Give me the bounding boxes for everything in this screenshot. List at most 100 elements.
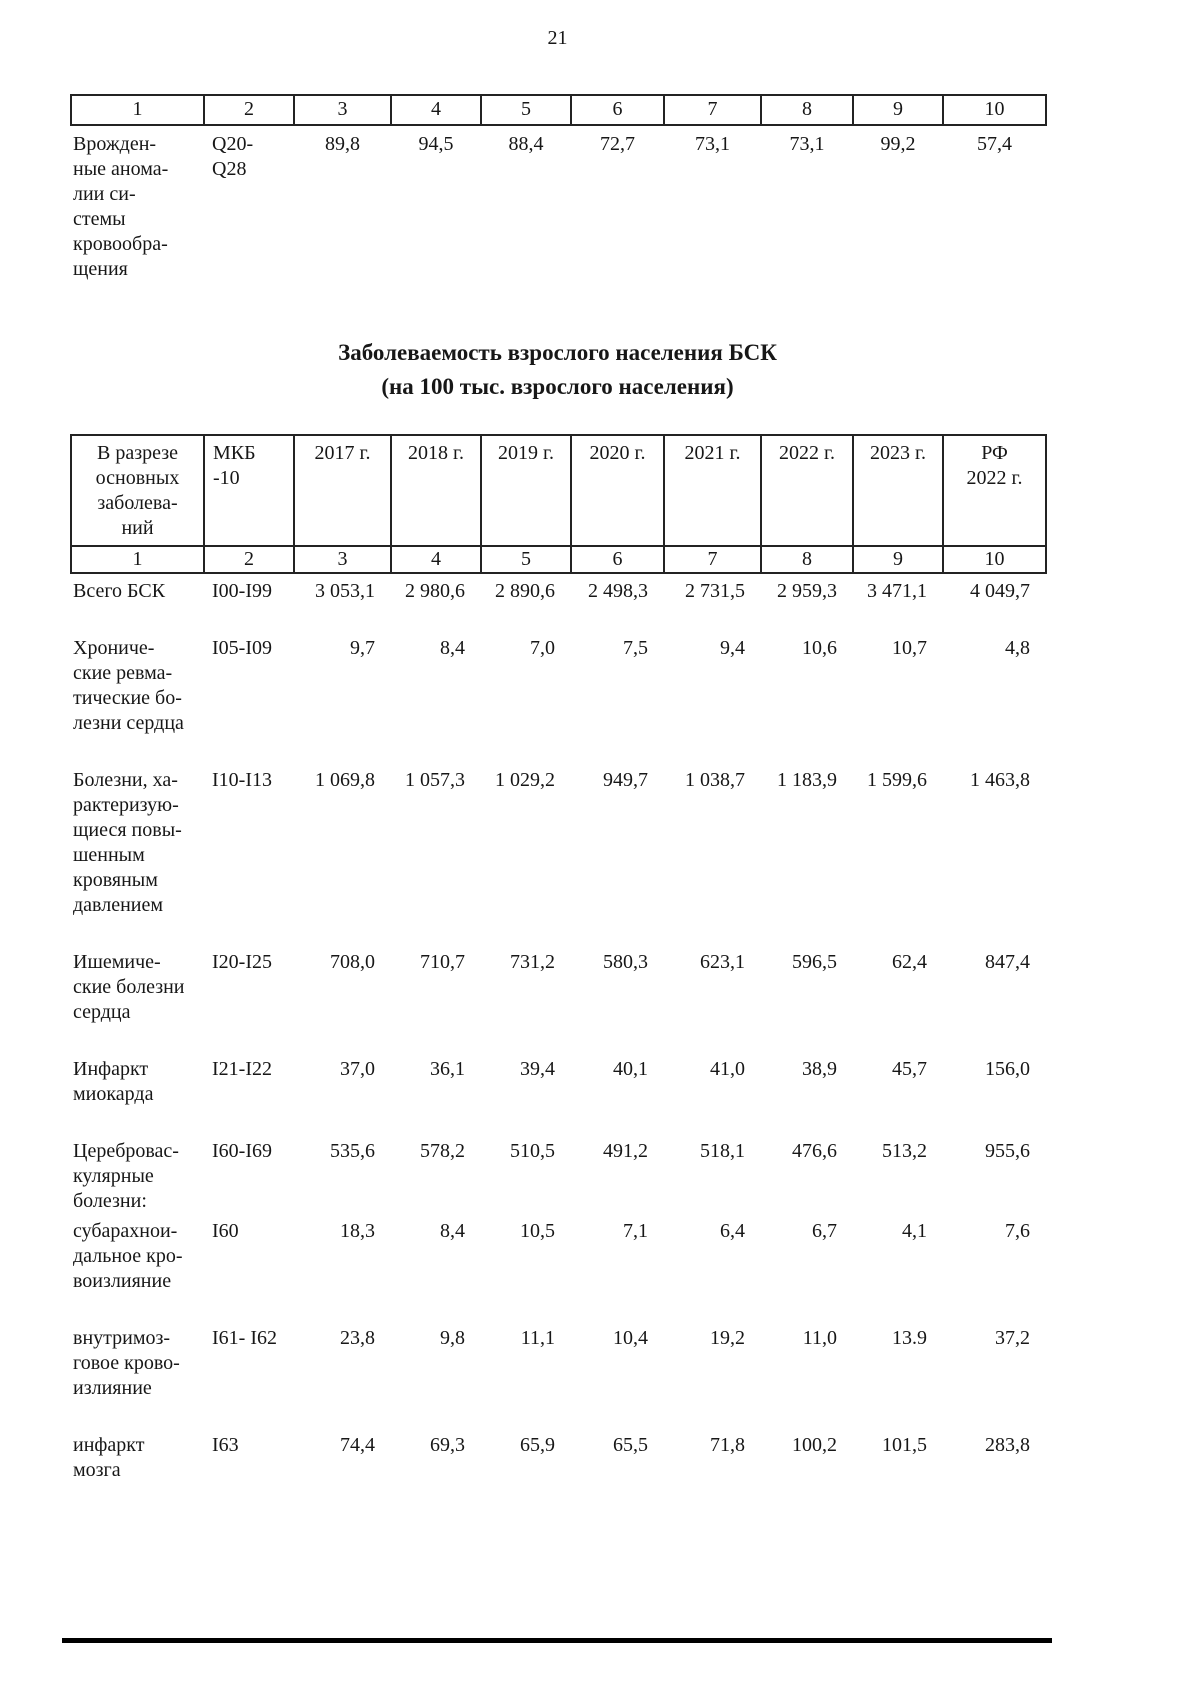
value-cell: 9,8 (440, 1327, 465, 1349)
table-row: Врожден- ные анома- лии си- стемы кровоо… (71, 125, 1046, 282)
disease-name-cell: Инфаркт миокарда (73, 1058, 154, 1105)
value-cell: 65,5 (613, 1434, 648, 1456)
header-year: 2021 г. (663, 434, 762, 547)
icd-code-cell: Q20- Q28 (212, 133, 254, 180)
disease-name-cell: внутримоз- говое крово- излияние (73, 1327, 180, 1399)
value-cell: 9,7 (350, 637, 375, 659)
value-cell: 1 038,7 (685, 769, 745, 791)
icd-code-cell: I21-I22 (212, 1058, 272, 1080)
column-number-row: 1 2 3 4 5 6 7 8 9 10 (70, 545, 1047, 574)
column-number: 6 (570, 545, 665, 574)
value-cell: 37,2 (995, 1327, 1030, 1349)
value-cell: 38,9 (802, 1058, 837, 1080)
value-cell: 74,4 (340, 1434, 375, 1456)
table-row: субарахнои- дальное кро- воизлияние I60 18… (71, 1214, 1046, 1321)
value-cell: 580,3 (603, 951, 648, 973)
value-cell: 19,2 (710, 1327, 745, 1349)
header-diseases: В разрезе основных заболева- ний (70, 434, 205, 547)
value-cell: 73,1 (789, 133, 825, 155)
disease-name-cell: Врожден- ные анома- лии си- стемы кровоо… (73, 133, 169, 280)
value-cell: 101,5 (882, 1434, 927, 1456)
value-cell: 7,6 (1005, 1220, 1030, 1242)
header-year: 2023 г. (852, 434, 944, 547)
value-cell: 8,4 (440, 637, 465, 659)
column-number: 8 (760, 94, 854, 126)
value-cell: 3 471,1 (867, 580, 927, 602)
value-cell: 535,6 (330, 1140, 375, 1162)
table-row: Ишемиче- ские болезни сердца I20-I25 708,0… (71, 945, 1046, 1052)
value-cell: 623,1 (700, 951, 745, 973)
column-number: 2 (203, 545, 295, 574)
column-number: 8 (760, 545, 854, 574)
disease-name-cell: инфаркт мозга (73, 1434, 145, 1481)
column-number: 5 (480, 545, 572, 574)
table-row: Хрониче- ские ревма- тические бо- лезни … (71, 631, 1046, 763)
value-cell: 57,4 (977, 133, 1012, 155)
header-rf: РФ 2022 г. (942, 434, 1047, 547)
section-title: Заболеваемость взрослого населения БСК (… (70, 336, 1045, 404)
value-cell: 11,0 (802, 1327, 837, 1349)
table-row: Инфаркт миокарда I21-I22 37,0 36,1 39,4 40,1 4… (71, 1052, 1046, 1134)
value-cell: 7,0 (530, 637, 555, 659)
value-cell: 99,2 (880, 133, 916, 155)
value-cell: 955,6 (985, 1140, 1030, 1162)
value-cell: 10,6 (802, 637, 837, 659)
disease-name-cell: Церебровас- кулярные болезни: (73, 1140, 179, 1212)
table-row: внутримоз- говое крово- излияние I61- I62… (71, 1321, 1046, 1428)
column-number: 3 (293, 545, 392, 574)
value-cell: 62,4 (892, 951, 927, 973)
column-number: 10 (942, 94, 1047, 126)
value-cell: 847,4 (985, 951, 1030, 973)
value-cell: 7,5 (623, 637, 648, 659)
value-cell: 1 057,3 (405, 769, 465, 791)
header-year: 2017 г. (293, 434, 392, 547)
value-cell: 71,8 (710, 1434, 745, 1456)
column-number: 7 (663, 94, 762, 126)
value-cell: 710,7 (420, 951, 465, 973)
value-cell: 72,7 (600, 133, 635, 155)
value-cell: 11,1 (520, 1327, 555, 1349)
column-number: 5 (480, 94, 572, 126)
column-number-row: 1 2 3 4 5 6 7 8 9 10 (70, 94, 1047, 126)
value-cell: 518,1 (700, 1140, 745, 1162)
value-cell: 3 053,1 (315, 580, 375, 602)
value-cell: 4 049,7 (970, 580, 1030, 602)
morbidity-table-body: Всего БСК I00-I99 3 053,1 2 980,6 2 890,6 2 4… (71, 573, 1046, 1510)
column-number: 9 (852, 545, 944, 574)
value-cell: 2 890,6 (495, 580, 555, 602)
header-icd: МКБ -10 (203, 434, 295, 547)
table-bottom-rule (62, 1638, 1052, 1643)
header-year: 2018 г. (390, 434, 482, 547)
value-cell: 36,1 (430, 1058, 465, 1080)
column-number: 4 (390, 94, 482, 126)
value-cell: 41,0 (710, 1058, 745, 1080)
column-number: 3 (293, 94, 392, 126)
value-cell: 476,6 (792, 1140, 837, 1162)
value-cell: 88,4 (508, 133, 544, 155)
value-cell: 89,8 (325, 133, 360, 155)
icd-code-cell: I05-I09 (212, 637, 272, 659)
column-number: 6 (570, 94, 665, 126)
value-cell: 1 029,2 (495, 769, 555, 791)
column-number: 10 (942, 545, 1047, 574)
value-cell: 578,2 (420, 1140, 465, 1162)
value-cell: 8,4 (440, 1220, 465, 1242)
value-cell: 1 599,6 (867, 769, 927, 791)
value-cell: 2 980,6 (405, 580, 465, 602)
value-cell: 949,7 (603, 769, 648, 791)
value-cell: 100,2 (792, 1434, 837, 1456)
value-cell: 156,0 (985, 1058, 1030, 1080)
icd-code-cell: I10-I13 (212, 769, 272, 791)
value-cell: 6,7 (812, 1220, 837, 1242)
disease-name-cell: Хрониче- ские ревма- тические бо- лезни … (73, 637, 184, 734)
value-cell: 18,3 (340, 1220, 375, 1242)
disease-name-cell: Всего БСК (73, 580, 166, 602)
value-cell: 491,2 (603, 1140, 648, 1162)
congenital-anomalies-table: 1 2 3 4 5 6 7 8 9 10 Врожден- ные анома-… (70, 94, 1047, 282)
value-cell: 2 731,5 (685, 580, 745, 602)
icd-code-cell: I60 (212, 1220, 239, 1242)
value-cell: 7,1 (623, 1220, 648, 1242)
icd-code-cell: I61- I62 (212, 1327, 277, 1349)
column-number: 4 (390, 545, 482, 574)
